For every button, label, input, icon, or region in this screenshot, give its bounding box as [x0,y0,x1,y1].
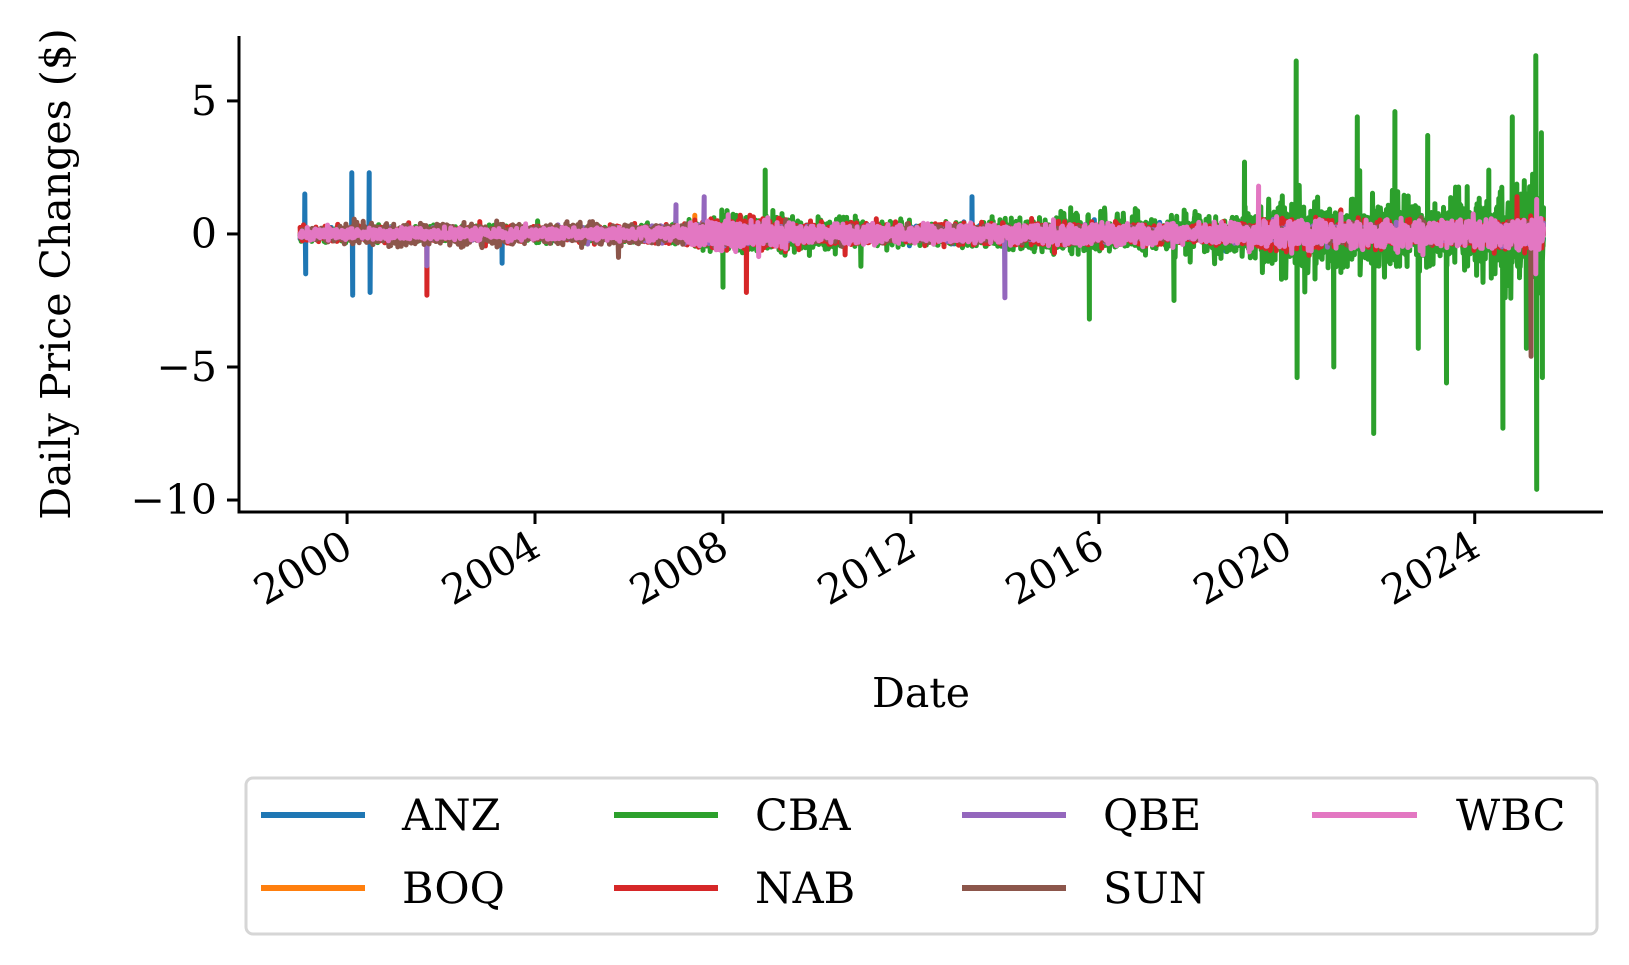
x-tick-label: 2012 [810,521,924,615]
legend-label-boq: BOQ [402,864,505,914]
legend-item-qbe: QBE [962,791,1201,841]
x-tick-label: 2000 [246,521,360,615]
x-tick-label: 2016 [997,521,1111,615]
plot-area [297,53,1546,492]
x-tick-label: 2024 [1373,521,1487,615]
y-tick-label: −10 [130,476,217,524]
legend-label-wbc: WBC [1456,791,1566,841]
y-tick-label: 0 [191,210,217,258]
x-tick-label: 2004 [434,521,548,615]
x-axis-label: Date [872,669,970,717]
x-ticks: 2000 2004 2008 2012 2016 2020 2024 [246,512,1488,615]
y-tick-label: −5 [157,343,217,391]
y-tick-label: 5 [191,77,217,125]
legend-item-wbc: WBC [1312,791,1566,841]
y-axis-label: Daily Price Changes ($) [32,28,80,520]
legend-item-anz: ANZ [261,791,501,841]
legend-label-qbe: QBE [1103,791,1201,841]
x-tick-label: 2008 [622,521,736,615]
legend-label-sun: SUN [1103,864,1206,914]
x-tick-label: 2020 [1185,521,1299,615]
legend-label-cba: CBA [755,791,852,841]
series-line-cba [297,53,1546,492]
series-line-wbc [297,183,1546,277]
legend-item-sun: SUN [962,864,1206,914]
legend-item-boq: BOQ [261,864,505,914]
legend-label-nab: NAB [755,864,855,914]
legend: ANZ BOQ CBA NAB QBE SUN WBC [244,776,1599,936]
legend-label-anz: ANZ [401,791,501,841]
legend-frame [244,776,1599,936]
series-layer [297,53,1546,492]
legend-item-cba: CBA [614,791,852,841]
y-ticks: 5 0 −5 −10 [130,77,239,524]
legend-item-nab: NAB [614,864,855,914]
